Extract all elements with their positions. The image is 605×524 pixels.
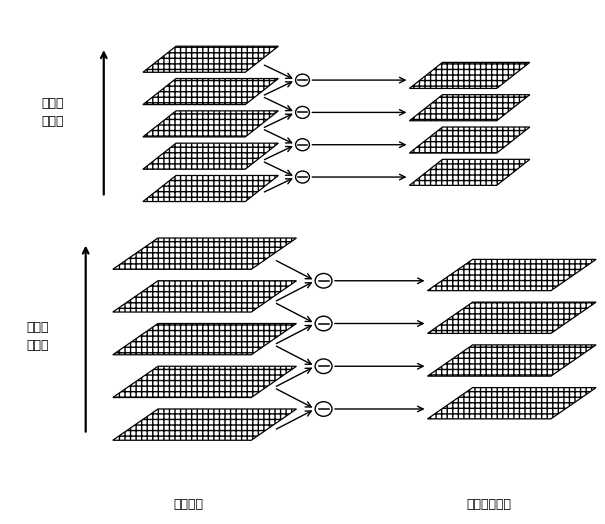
Circle shape xyxy=(315,316,332,331)
Polygon shape xyxy=(143,111,278,137)
Polygon shape xyxy=(143,46,278,72)
Polygon shape xyxy=(428,388,596,419)
Polygon shape xyxy=(143,143,278,169)
Polygon shape xyxy=(428,302,596,333)
Circle shape xyxy=(315,402,332,416)
Text: 高斯差分影像: 高斯差分影像 xyxy=(466,498,512,511)
Circle shape xyxy=(296,106,309,118)
Polygon shape xyxy=(410,62,530,89)
Text: 第一级
影像塔: 第一级 影像塔 xyxy=(26,321,49,352)
Polygon shape xyxy=(143,176,278,202)
Polygon shape xyxy=(428,345,596,376)
Text: 下一级
影像塔: 下一级 影像塔 xyxy=(41,97,64,128)
Circle shape xyxy=(315,359,332,374)
Circle shape xyxy=(296,139,309,151)
Circle shape xyxy=(315,274,332,288)
Polygon shape xyxy=(113,323,296,355)
Circle shape xyxy=(296,171,309,183)
Polygon shape xyxy=(143,79,278,105)
Polygon shape xyxy=(113,366,296,398)
Polygon shape xyxy=(113,409,296,440)
Polygon shape xyxy=(410,95,530,121)
Polygon shape xyxy=(113,281,296,312)
Polygon shape xyxy=(428,259,596,291)
Polygon shape xyxy=(113,238,296,269)
Text: 高斯影像: 高斯影像 xyxy=(173,498,203,511)
Polygon shape xyxy=(410,127,530,153)
Circle shape xyxy=(296,74,309,86)
Polygon shape xyxy=(410,159,530,185)
